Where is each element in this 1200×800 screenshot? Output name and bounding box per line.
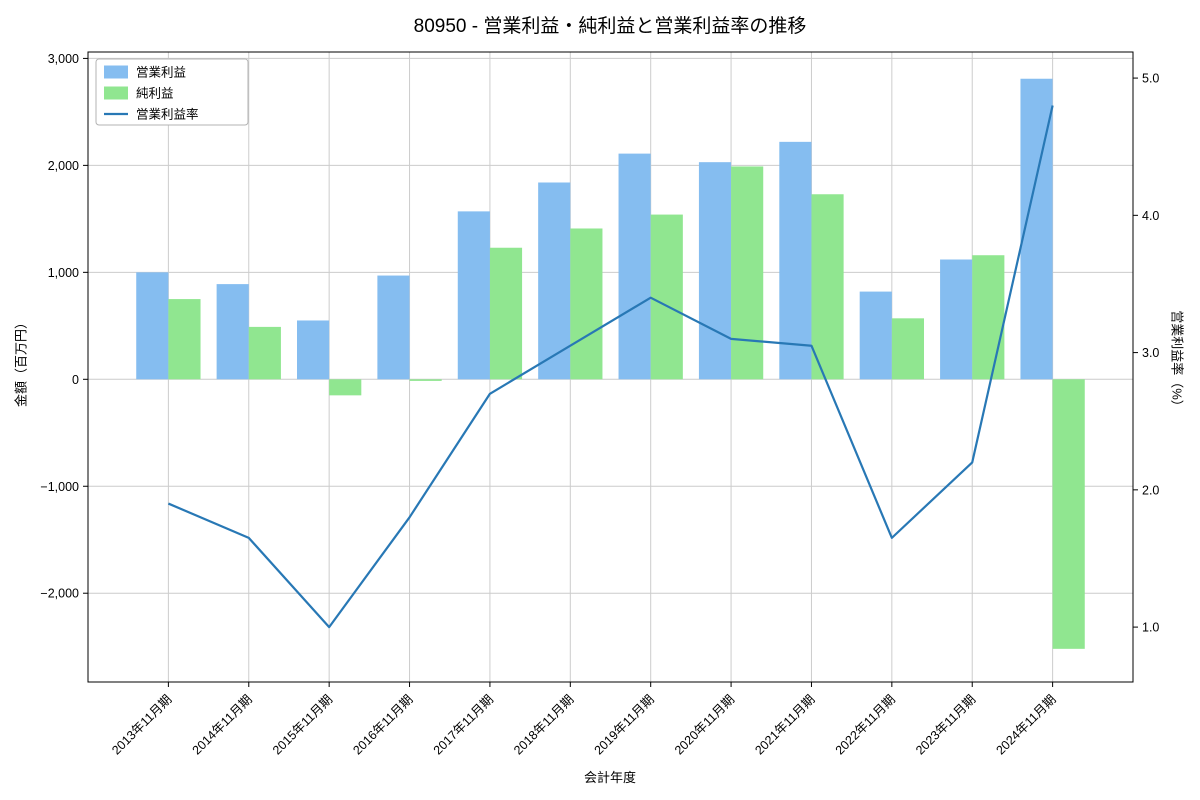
legend-swatch: [104, 86, 128, 100]
y-tick-label-left: 0: [72, 373, 79, 387]
bar-series-0: [779, 141, 812, 380]
legend-swatch: [104, 65, 128, 79]
bar-series-1: [731, 166, 764, 380]
bar-series-1: [650, 214, 683, 380]
bar-series-0: [377, 275, 410, 380]
bar-series-0: [457, 211, 490, 380]
x-tick-label: 2015年11月期: [270, 692, 335, 757]
y-tick-label-left: 3,000: [48, 52, 79, 66]
x-tick-label: 2019年11月期: [592, 692, 657, 757]
x-tick-label: 2022年11月期: [833, 692, 898, 757]
x-tick-label: 2024年11月期: [993, 692, 1058, 757]
bar-series-1: [329, 379, 362, 396]
bar-series-1: [570, 228, 603, 380]
legend-label: 純利益: [136, 87, 174, 101]
bar-series-1: [972, 255, 1005, 380]
y-tick-label-right: 5.0: [1142, 72, 1159, 86]
bar-series-0: [216, 284, 249, 380]
legend-label: 営業利益率: [136, 107, 199, 122]
chart-title: 80950 - 営業利益・純利益と営業利益率の推移: [413, 16, 807, 37]
bar-series-0: [859, 291, 892, 380]
bar-series-0: [618, 153, 651, 380]
bar-series-1: [811, 194, 844, 380]
bar-series-1: [489, 247, 523, 380]
bar-series-0: [538, 182, 571, 380]
y-tick-label-right: 3.0: [1142, 346, 1159, 360]
x-tick-label: 2020年11月期: [672, 692, 737, 757]
x-tick-label: 2023年11月期: [913, 692, 978, 757]
bar-series-1: [1052, 379, 1085, 649]
bar-series-1: [248, 326, 281, 380]
y-tick-label-right: 1.0: [1142, 621, 1159, 635]
x-tick-label: 2016年11月期: [350, 692, 415, 757]
x-tick-label: 2021年11月期: [752, 692, 817, 757]
bar-series-0: [136, 272, 169, 380]
x-tick-label: 2017年11月期: [431, 692, 496, 757]
bar-series-1: [891, 318, 924, 380]
x-tick-label: 2018年11月期: [511, 692, 576, 757]
legend-box: [95, 58, 249, 126]
y-tick-label-right: 4.0: [1142, 209, 1159, 223]
plot-frame: [87, 51, 1134, 683]
bar-series-0: [698, 162, 732, 380]
bar-series-1: [168, 299, 201, 380]
bar-series-0: [297, 320, 330, 380]
y-tick-label-left: 2,000: [48, 159, 79, 173]
x-tick-label: 2013年11月期: [109, 692, 174, 757]
bar-series-0: [940, 259, 973, 380]
x-axis-label: 会計年度: [583, 770, 636, 785]
bar-series-1: [409, 379, 442, 381]
y-tick-label-right: 2.0: [1142, 483, 1159, 497]
y-tick-label-left: 1,000: [48, 266, 79, 280]
trend-line: [167, 105, 1054, 629]
y-tick-label-left: −1,000: [40, 480, 79, 494]
x-tick-label: 2014年11月期: [190, 692, 255, 757]
legend-label: 営業利益: [136, 65, 186, 80]
y-tick-label-left: −2,000: [40, 587, 79, 601]
